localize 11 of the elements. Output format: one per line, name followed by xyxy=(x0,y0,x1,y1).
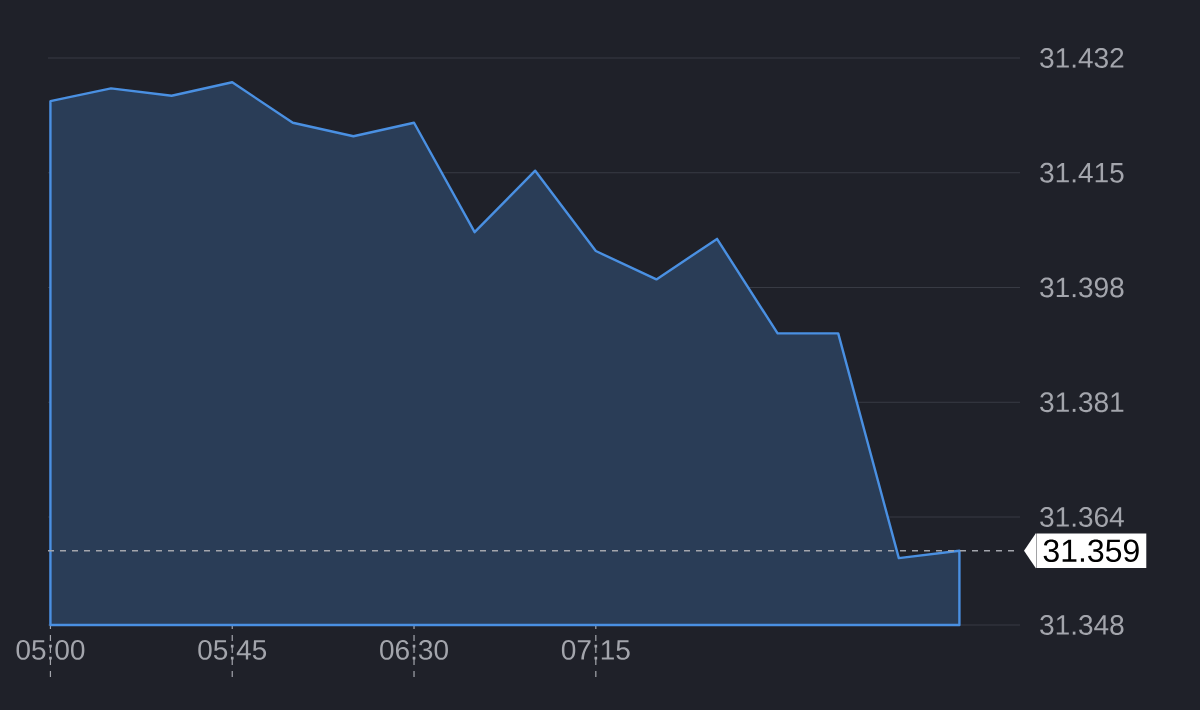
y-tick-label: 31.398 xyxy=(1040,277,1124,298)
ref-line-label: 31.359 xyxy=(1043,539,1139,563)
y-tick-label: 31.348 xyxy=(1040,615,1124,635)
y-tick-label: 31.432 xyxy=(1040,48,1124,68)
x-tick-label: 05:00 xyxy=(16,639,85,660)
y-tick-label: 31.415 xyxy=(1040,162,1124,183)
x-tick-label: 06:30 xyxy=(380,639,448,660)
y-tick-label: 31.381 xyxy=(1040,392,1124,413)
y-tick-label: 31.364 xyxy=(1040,507,1124,527)
x-tick-label: 07:15 xyxy=(561,639,630,660)
x-tick-label: 05:45 xyxy=(198,639,267,660)
